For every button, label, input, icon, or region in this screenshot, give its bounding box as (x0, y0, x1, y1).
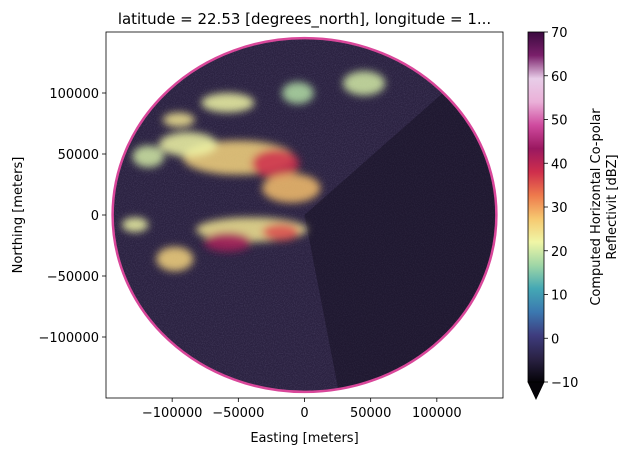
echo-region-8 (342, 71, 386, 96)
colorbar-tick-label-2: 60 (551, 70, 568, 85)
radar-disc (112, 38, 497, 392)
echo-region-6 (201, 93, 255, 113)
echo-region-5 (262, 173, 321, 203)
x-axis: −100000 −50000 0 50000 100000 (142, 398, 462, 421)
y-axis: 100000 50000 0 −50000 −100000 (38, 87, 106, 346)
x-tick-label-5: 100000 (412, 406, 462, 421)
echo-region-2 (251, 149, 300, 179)
colorbar-tick-label-7: 10 (551, 289, 568, 304)
echo-region-12 (156, 246, 194, 272)
colorbar-extend-min-arrow (527, 381, 545, 400)
echo-region-14 (162, 112, 195, 128)
y-tick-label-3: 0 (91, 209, 99, 224)
y-tick-label-2: 50000 (58, 148, 99, 163)
colorbar-label-line1: Computed Horizontal Co-polar (589, 108, 604, 306)
plot-area (106, 32, 503, 398)
echo-region-13 (121, 217, 149, 233)
x-tick-label-3: 0 (300, 406, 308, 421)
colorbar-tick-label-1: 70 (551, 26, 568, 41)
x-tick-label-2: −50000 (212, 406, 264, 421)
echo-region-11 (262, 223, 300, 241)
echo-region-10 (203, 232, 252, 252)
colorbar: 70 60 50 40 30 20 10 0 −10 Computed Horizontal C… (527, 26, 620, 400)
clear-air-sector (304, 40, 497, 392)
colorbar-ticks: 70 60 50 40 30 20 10 0 −10 (544, 26, 578, 391)
colorbar-tick-label-8: 0 (551, 332, 559, 347)
colorbar-gradient (528, 32, 544, 382)
colorbar-label-line2: Reflectivit [dBZ] (605, 154, 620, 259)
colorbar-tick-label-4: 40 (551, 157, 568, 172)
colorbar-tick-label-3: 50 (551, 114, 568, 129)
y-tick-label-1: 100000 (49, 87, 99, 102)
echo-layer (121, 71, 386, 272)
echo-region-4 (132, 145, 165, 168)
y-tick-label-5: −100000 (38, 331, 99, 346)
radar-range-ring (111, 36, 498, 394)
echo-region-7 (282, 82, 314, 104)
echo-region-3 (158, 132, 218, 157)
y-axis-label: Northing [meters] (11, 157, 26, 274)
chart-title: latitude = 22.53 [degrees_north], longit… (118, 10, 491, 29)
colorbar-tick-label-9: −10 (551, 376, 578, 391)
colorbar-tick-label-6: 20 (551, 245, 568, 260)
colorbar-tick-label-5: 30 (551, 201, 568, 216)
x-tick-label-4: 50000 (350, 406, 391, 421)
x-tick-label-1: −100000 (142, 406, 203, 421)
x-axis-label: Easting [meters] (250, 431, 358, 446)
y-tick-label-4: −50000 (47, 270, 99, 285)
